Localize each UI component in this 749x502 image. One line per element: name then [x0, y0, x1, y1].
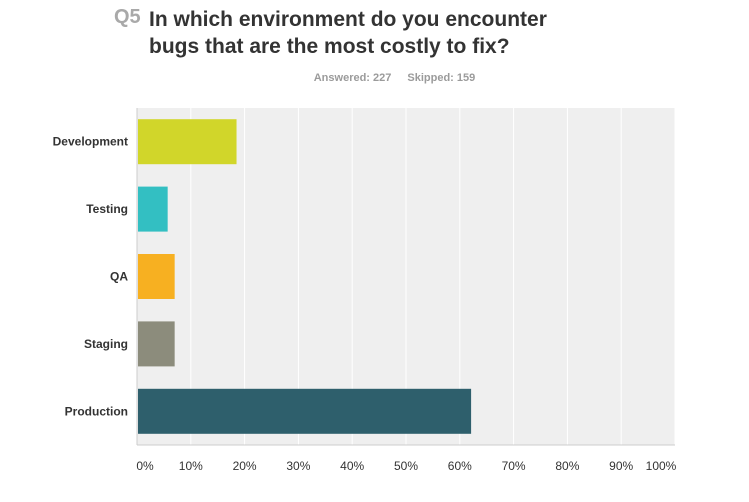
x-tick-label: 0% [136, 459, 154, 473]
category-label: QA [110, 270, 128, 284]
question-title-line-1: In which environment do you encounter [149, 8, 547, 31]
x-tick-label: 40% [340, 459, 364, 473]
bar-qa [138, 254, 175, 299]
question-title-line-2: bugs that are the most costly to fix? [149, 35, 510, 58]
skipped-count: Skipped: 159 [407, 72, 476, 84]
answered-count: Answered: 227 [313, 72, 392, 84]
category-label: Testing [86, 202, 128, 216]
bar-testing [138, 186, 168, 232]
question-number: Q5 [114, 6, 141, 28]
category-label: Production [65, 404, 128, 418]
response-stats: Answered: 227 Skipped: 159 [0, 72, 749, 84]
x-tick-label: 30% [286, 459, 310, 473]
x-tick-label: 70% [502, 459, 526, 473]
x-tick-label: 20% [233, 459, 257, 473]
question-title: In which environment do you encounter bu… [149, 6, 709, 60]
bar-staging [138, 321, 175, 367]
bar-production [138, 388, 472, 434]
x-tick-label: 100% [646, 459, 677, 473]
x-tick-label: 10% [179, 459, 203, 473]
x-tick-label: 80% [555, 459, 579, 473]
x-tick-label: 90% [609, 459, 633, 473]
category-label: Development [53, 135, 128, 149]
bar-development [138, 119, 237, 165]
category-label: Staging [84, 337, 128, 351]
x-tick-label: 60% [448, 459, 472, 473]
x-tick-label: 50% [394, 459, 418, 473]
